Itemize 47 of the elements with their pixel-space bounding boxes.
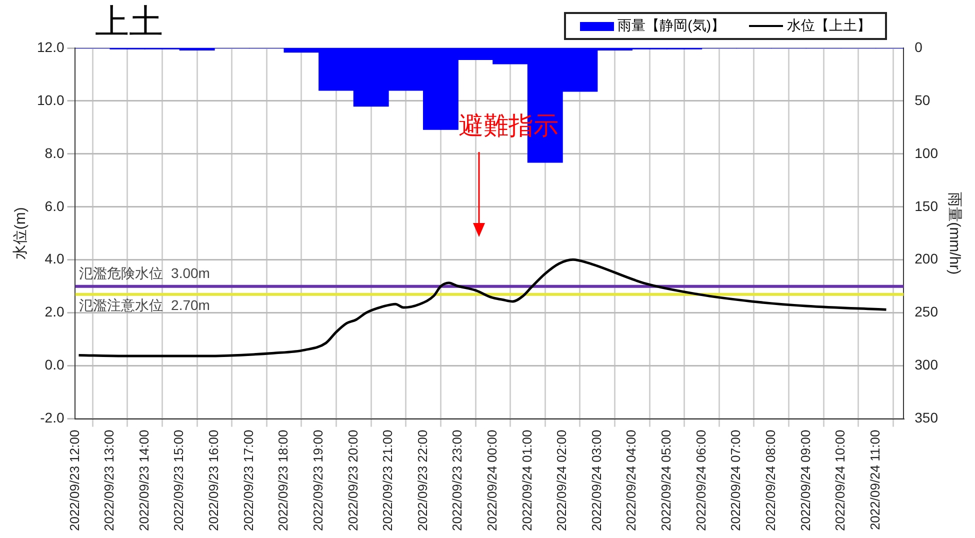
y2-tick-label: 200 [914,250,938,267]
y2-tick-label: 0 [914,38,923,55]
y-tick-label: 6.0 [44,198,64,214]
y-tick-label: 2.0 [44,304,64,320]
x-tick-label: 2022/09/23 23:00 [450,430,465,532]
legend-label: 雨量【静岡(気)】 [618,17,725,35]
y2-axis-title: 雨量(mm/hr) [946,192,963,275]
x-tick-label: 2022/09/23 12:00 [66,430,82,532]
x-tick-label: 2022/09/24 08:00 [762,430,778,532]
x-tick-label: 2022/09/23 17:00 [240,430,256,532]
chart-title: 上土 [95,2,163,42]
y-tick-label: 0.0 [44,356,64,373]
y2-tick-label: 150 [914,198,938,214]
y-tick-label: 4.0 [44,250,64,267]
x-tick-label: 2022/09/23 22:00 [414,430,430,532]
x-tick-label: 2022/09/24 00:00 [484,430,500,532]
x-tick-label: 2022/09/23 20:00 [345,430,360,532]
y-tick-label: 10.0 [37,92,64,108]
x-tick-label: 2022/09/23 19:00 [310,430,326,532]
y2-tick-label: 350 [914,410,938,426]
y2-tick-label: 300 [914,356,938,373]
ref-line-label: 氾濫危険水位 3.00m [79,265,210,282]
x-tick-label: 2022/09/23 15:00 [171,430,186,532]
x-tick-label: 2022/09/24 06:00 [693,430,708,532]
x-tick-label: 2022/09/23 14:00 [136,430,152,532]
y-tick-label: 12.0 [37,38,64,55]
x-tick-label: 2022/09/23 13:00 [102,430,117,532]
x-tick-label: 2022/09/24 11:00 [867,430,882,530]
x-tick-label: 2022/09/24 09:00 [798,430,813,532]
x-tick-label: 2022/09/24 04:00 [624,430,639,532]
y-tick-label: 8.0 [44,144,64,161]
x-tick-label: 2022/09/24 01:00 [519,430,534,532]
x-tick-label: 2022/09/24 07:00 [728,430,744,532]
y2-tick-label: 100 [914,144,938,161]
y2-tick-label: 50 [914,92,930,108]
x-tick-label: 2022/09/24 05:00 [658,430,674,532]
x-tick-label: 2022/09/24 10:00 [832,430,848,532]
x-tick-label: 2022/09/23 16:00 [206,430,222,532]
legend-label: 水位【上土】 [787,17,871,35]
x-tick-label: 2022/09/24 03:00 [588,430,604,532]
x-tick-label: 2022/09/24 02:00 [554,430,570,532]
y-axis-title: 水位(m) [12,207,30,260]
ref-line-label: 氾濫注意水位 2.70m [79,297,210,314]
x-tick-label: 2022/09/23 21:00 [380,430,396,532]
y-tick-label: -2.0 [40,410,64,426]
y2-tick-label: 250 [914,304,938,320]
x-tick-label: 2022/09/23 18:00 [276,430,291,532]
